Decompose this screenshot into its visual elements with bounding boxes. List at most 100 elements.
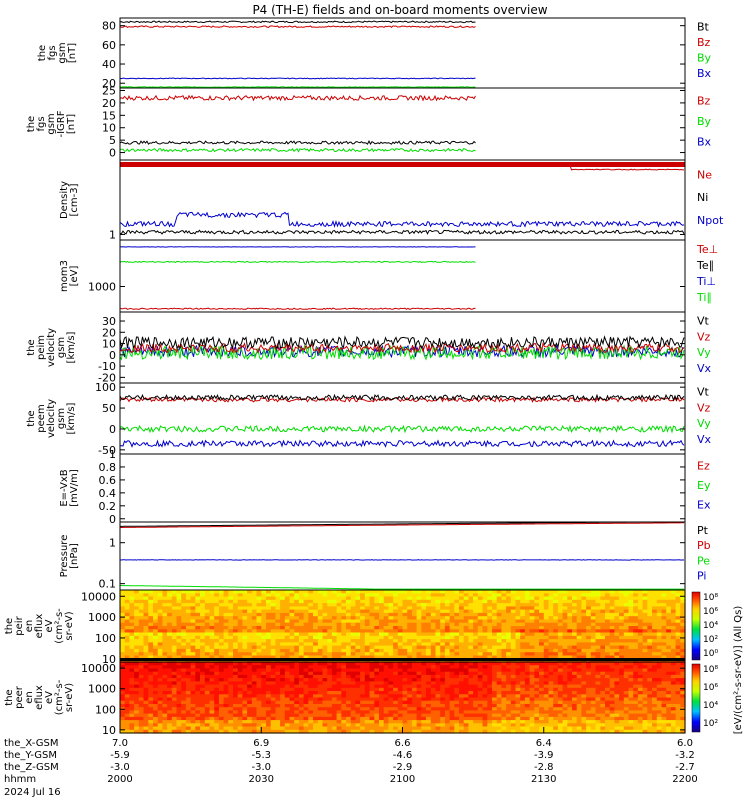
ytick-label: 80 bbox=[102, 20, 116, 33]
heatmap-cell bbox=[483, 714, 488, 718]
heatmap-cell bbox=[643, 691, 648, 695]
heatmap-cell bbox=[539, 714, 544, 718]
heatmap-cell bbox=[134, 678, 139, 682]
heatmap-cell bbox=[426, 678, 431, 682]
heatmap-cell bbox=[468, 665, 473, 669]
density-top-band bbox=[120, 162, 685, 167]
heatmap-cell bbox=[318, 701, 323, 705]
heatmap-cell bbox=[134, 665, 139, 669]
ytick-label: -10 bbox=[98, 360, 116, 373]
heatmap-cell bbox=[525, 665, 530, 669]
heatmap-cell bbox=[657, 678, 662, 682]
heatmap-cell bbox=[294, 701, 299, 705]
heatmap-cell bbox=[186, 665, 191, 669]
heatmap-cell bbox=[534, 678, 539, 682]
heatmap-cell bbox=[318, 678, 323, 682]
heatmap-cell bbox=[516, 701, 521, 705]
heatmap-cell bbox=[440, 691, 445, 695]
heatmap-cell bbox=[139, 678, 144, 682]
heatmap-cell bbox=[431, 678, 436, 682]
legend-Pt: Pt bbox=[697, 524, 709, 537]
heatmap-cell bbox=[134, 691, 139, 695]
heatmap-cell bbox=[417, 691, 422, 695]
heatmap-cell bbox=[261, 701, 266, 705]
panel-frame bbox=[120, 240, 685, 312]
heatmap-cell bbox=[629, 701, 634, 705]
heatmap-cell bbox=[323, 691, 328, 695]
heatmap-cell bbox=[511, 678, 516, 682]
heatmap-cell bbox=[144, 665, 149, 669]
heatmap-cell bbox=[294, 691, 299, 695]
heatmap-cell bbox=[214, 701, 219, 705]
heatmap-cell bbox=[534, 691, 539, 695]
heatmap-cell bbox=[516, 691, 521, 695]
heatmap-cell bbox=[596, 701, 601, 705]
heatmap-cell bbox=[600, 701, 605, 705]
heatmap-cell bbox=[280, 691, 285, 695]
legend-By: By bbox=[697, 115, 712, 128]
plot-title: P4 (TH-E) fields and on-board moments ov… bbox=[252, 3, 547, 17]
legend-Ne: Ne bbox=[697, 168, 712, 181]
heatmap-cell bbox=[167, 691, 172, 695]
heatmap-cell bbox=[210, 665, 215, 669]
heatmap-cell bbox=[426, 714, 431, 718]
heatmap-cell bbox=[610, 691, 615, 695]
heatmap-cell bbox=[671, 678, 676, 682]
heatmap-cell bbox=[167, 665, 172, 669]
heatmap-cell bbox=[407, 691, 412, 695]
heatmap-cell bbox=[191, 701, 196, 705]
heatmap-cell bbox=[629, 678, 634, 682]
heatmap-cell bbox=[337, 691, 342, 695]
heatmap-cell bbox=[671, 691, 676, 695]
heatmap-cell bbox=[534, 714, 539, 718]
heatmap-cell bbox=[275, 701, 280, 705]
heatmap-cell bbox=[323, 678, 328, 682]
heatmap-cell bbox=[398, 714, 403, 718]
heatmap-cell bbox=[374, 678, 379, 682]
heatmap-cell bbox=[600, 678, 605, 682]
heatmap-cell bbox=[275, 714, 280, 718]
heatmap-cell bbox=[478, 665, 483, 669]
heatmap-cell bbox=[290, 714, 295, 718]
heatmap-cell bbox=[638, 701, 643, 705]
heatmap-cell bbox=[398, 691, 403, 695]
heatmap-cell bbox=[205, 691, 210, 695]
heatmap-cell bbox=[195, 701, 200, 705]
heatmap-cell bbox=[567, 665, 572, 669]
legend-Npot: Npot bbox=[697, 214, 724, 227]
legend-Te⊥: Te⊥ bbox=[696, 243, 718, 256]
heatmap-cell bbox=[139, 701, 144, 705]
heatmap-cell bbox=[544, 701, 549, 705]
legend-Ez: Ez bbox=[697, 460, 710, 473]
heatmap-cell bbox=[125, 701, 130, 705]
heatmap-cell bbox=[228, 691, 233, 695]
heatmap-cell bbox=[468, 714, 473, 718]
heatmap-cell bbox=[647, 665, 652, 669]
heatmap-cell bbox=[355, 665, 360, 669]
heatmap-cell bbox=[341, 691, 346, 695]
heatmap-cell bbox=[214, 665, 219, 669]
heatmap-cell bbox=[355, 701, 360, 705]
heatmap-cell bbox=[506, 714, 511, 718]
heatmap-cell bbox=[266, 665, 271, 669]
heatmap-cell bbox=[285, 701, 290, 705]
heatmap-cell bbox=[318, 665, 323, 669]
heatmap-cell bbox=[610, 701, 615, 705]
heatmap-cell bbox=[214, 714, 219, 718]
ytick-label: 30 bbox=[102, 315, 116, 328]
heatmap-cell bbox=[120, 691, 125, 695]
heatmap-cell bbox=[153, 714, 158, 718]
heatmap-cell bbox=[525, 691, 530, 695]
heatmap-cell bbox=[572, 691, 577, 695]
heatmap-cell bbox=[464, 665, 469, 669]
heatmap-cell bbox=[271, 691, 276, 695]
heatmap-cell bbox=[195, 665, 200, 669]
heatmap-cell bbox=[407, 665, 412, 669]
heatmap-cell bbox=[332, 701, 337, 705]
heatmap-cell bbox=[388, 701, 393, 705]
heatmap-cell bbox=[341, 678, 346, 682]
heatmap-cell bbox=[497, 665, 502, 669]
heatmap-cell bbox=[271, 665, 276, 669]
series-line-Pt bbox=[120, 522, 684, 526]
heatmap-cell bbox=[181, 678, 186, 682]
